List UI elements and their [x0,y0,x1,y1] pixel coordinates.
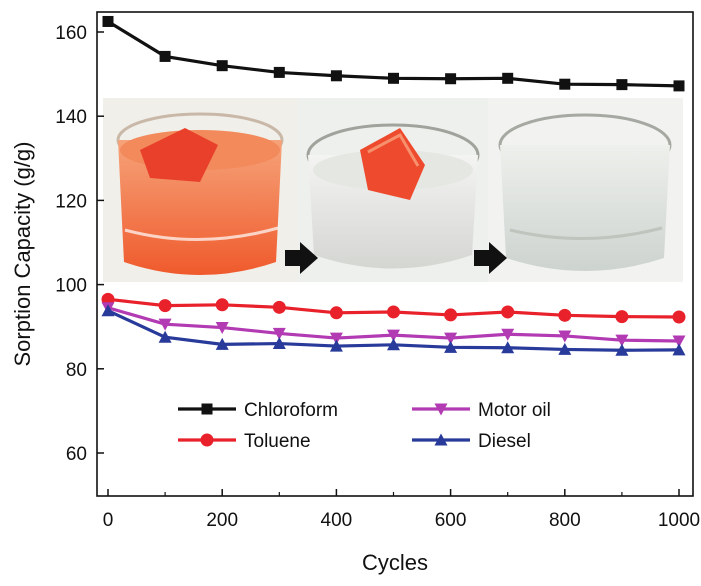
series-chloroform [102,15,685,92]
data-point-motor-oil [501,328,515,341]
legend: Chloroform Toluene Motor oil Diesel [178,400,551,452]
data-point-toluene [272,300,286,314]
data-point-chloroform [102,15,114,27]
y-tick-label: 140 [55,107,87,128]
data-point-chloroform [673,80,685,92]
data-point-diesel [215,337,229,350]
legend-label: Motor oil [478,400,551,421]
legend-marker [434,403,448,416]
legend-item-chloroform: Chloroform [178,400,338,421]
photo-inset [103,98,683,282]
data-point-chloroform [159,50,171,62]
axes: 0 200 400 600 800 1000 60 80 100 120 140 160 [55,23,700,531]
data-point-toluene [615,310,629,324]
beaker-with-floating-sponge-icon [298,98,488,282]
data-point-toluene [158,299,172,313]
y-axis-title: Sorption Capacity (g/g) [10,142,35,367]
y-tick-label: 160 [55,23,87,44]
plot-frame [96,11,694,497]
data-point-motor-oil [444,332,458,345]
data-point-toluene [215,298,229,312]
x-tick-label: 400 [321,510,353,531]
x-tick-label: 0 [103,510,114,531]
data-point-chloroform [559,78,571,90]
legend-marker [200,433,214,447]
data-point-motor-oil [615,334,629,347]
data-point-motor-oil [215,322,229,335]
data-point-diesel [672,343,686,356]
legend-item-motor-oil: Motor oil [412,400,551,421]
data-point-diesel [101,304,115,317]
data-point-toluene [558,308,572,322]
data-point-diesel [329,339,343,352]
data-point-chloroform [616,79,628,91]
x-tick-label: 600 [435,510,467,531]
legend-item-toluene: Toluene [178,431,311,452]
legend-marker [201,403,213,415]
data-point-diesel [501,341,515,354]
x-axis-title: Cycles [362,550,428,575]
data-point-chloroform [445,73,457,85]
arrow-right-icon [474,242,507,274]
data-point-chloroform [330,70,342,82]
x-tick-label: 1000 [658,510,700,531]
y-tick-label: 80 [66,360,87,381]
data-point-motor-oil [329,332,343,345]
legend-label: Toluene [244,431,311,452]
x-tick-label: 800 [549,510,581,531]
data-point-chloroform [502,72,514,84]
y-tick-label: 100 [55,276,87,297]
data-point-motor-oil [272,327,286,340]
data-point-motor-oil [158,318,172,331]
legend-item-diesel: Diesel [412,431,531,452]
beaker-clear-liquid-icon [488,98,683,282]
x-tick-label: 200 [206,510,238,531]
data-point-diesel [158,330,172,343]
data-point-toluene [329,306,343,320]
data-point-motor-oil [387,329,400,342]
data-point-toluene [501,305,515,319]
arrow-right-icon [285,242,318,274]
beaker-with-red-sponge-icon [103,98,298,282]
data-point-chloroform [216,60,228,72]
data-point-motor-oil [558,330,572,343]
data-point-toluene [444,308,458,322]
legend-label: Chloroform [244,400,338,421]
data-point-diesel [615,343,629,356]
data-point-chloroform [388,72,399,84]
data-point-chloroform [273,66,285,78]
data-point-diesel [387,338,400,351]
data-point-diesel [272,337,286,350]
legend-marker [434,433,448,446]
data-point-motor-oil [672,335,686,348]
series-layer [101,15,686,356]
y-tick-label: 120 [55,191,87,212]
series-diesel [101,304,686,356]
data-point-toluene [387,305,400,319]
legend-label: Diesel [478,431,531,452]
y-tick-label: 60 [66,444,87,465]
data-point-toluene [672,310,686,324]
series-toluene [101,292,686,324]
data-point-diesel [444,340,458,353]
data-point-diesel [558,342,572,355]
